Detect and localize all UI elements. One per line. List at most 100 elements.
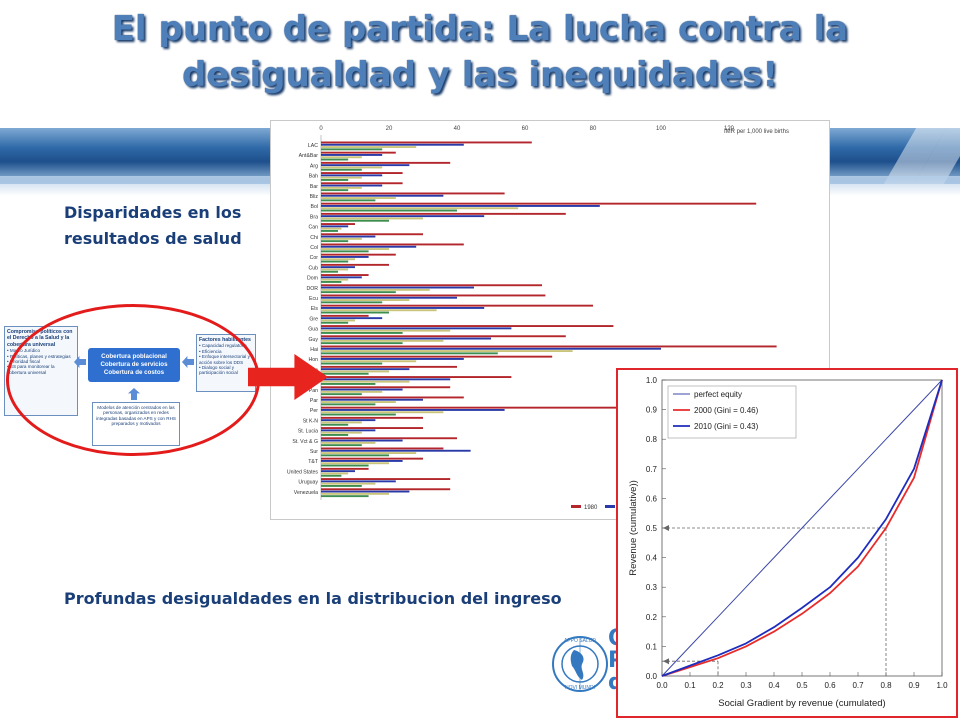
imr-bar [321, 462, 389, 465]
imr-bar [321, 464, 369, 467]
imr-bar [321, 263, 389, 266]
imr-bar [321, 212, 566, 215]
imr-bar [321, 156, 362, 159]
imr-bar [321, 329, 451, 332]
imr-bar [321, 164, 410, 167]
lorenz-legend-label: 2000 (Gini = 0.46) [694, 406, 759, 415]
imr-bar [321, 233, 423, 236]
imr-category-label: Chi [310, 235, 318, 241]
imr-bar [321, 256, 369, 258]
globe-emblem-icon: APPO SALUD NOVI MUNDI [552, 636, 608, 692]
imr-bar [321, 141, 532, 144]
lorenz-x-tick: 0.7 [852, 681, 864, 690]
imr-bar [321, 390, 383, 393]
logo-ring-top: APPO SALUD [564, 638, 596, 644]
imr-bar [321, 307, 485, 309]
imr-bar [321, 360, 417, 363]
imr-bar [321, 472, 349, 475]
lorenz-legend-label: perfect equity [694, 390, 742, 399]
lorenz-series-line [661, 379, 943, 677]
imr-bar [321, 270, 338, 273]
imr-bar [321, 197, 396, 199]
lorenz-y-tick: 0.8 [646, 435, 658, 444]
imr-bar [321, 166, 383, 169]
lorenz-x-label: Social Gradient by revenue (cumulated) [718, 698, 885, 709]
imr-bar [321, 335, 566, 338]
imr-bar [321, 398, 423, 401]
imr-bar [321, 378, 451, 381]
imr-bar [321, 437, 457, 440]
imr-category-label: T&T [308, 459, 319, 465]
imr-bar [321, 452, 417, 454]
imr-bar [321, 396, 464, 399]
imr-category-label: Can [308, 225, 318, 231]
imr-bar [321, 383, 376, 385]
imr-bar [321, 288, 430, 291]
imr-bar [321, 401, 396, 403]
lorenz-y-label: Revenue (cumulative)) [628, 480, 639, 576]
imr-category-label: Els [311, 306, 319, 312]
lorenz-chart-svg: 0.0 0.1 0.2 0.3 0.4 0.5 0.6 0.7 0.8 0.9 1.0 0.0 0.1 0… [628, 376, 948, 709]
imr-bar [321, 386, 451, 389]
imr-x-tick: 40 [454, 126, 461, 132]
lorenz-x-tick: 1.0 [936, 681, 948, 690]
lorenz-legend-label: 2010 (Gini = 0.43) [694, 422, 759, 431]
imr-x-tick: 80 [590, 126, 597, 132]
imr-category-label: Gre [309, 316, 318, 322]
imr-bar [321, 358, 464, 360]
diagram-highlight-oval [6, 304, 260, 456]
lorenz-guide-arrow [663, 658, 669, 665]
lorenz-x-tick: 0.2 [712, 681, 724, 690]
imr-bar [321, 223, 355, 225]
imr-bar [321, 423, 349, 426]
lorenz-y-tick: 0.7 [646, 465, 658, 474]
imr-bar [321, 199, 376, 202]
imr-bar [321, 179, 349, 181]
imr-category-label: Arg [310, 163, 318, 169]
imr-x-tick: 60 [522, 126, 529, 132]
imr-x-tick: 100 [656, 126, 667, 132]
imr-bar [321, 237, 362, 240]
imr-category-label: Sur [310, 449, 318, 455]
imr-category-label: Gua [308, 327, 318, 333]
imr-bar [321, 444, 362, 447]
imr-bar [321, 151, 396, 154]
slide-title-line-2: desigualdad y las inequidades! [181, 55, 779, 95]
imr-category-label: St K-N [303, 418, 319, 424]
imr-bar [321, 299, 410, 301]
lorenz-x-tick: 0.6 [824, 681, 836, 690]
imr-category-label: Cub [308, 265, 318, 271]
imr-bar [321, 192, 505, 195]
imr-bar [321, 260, 349, 263]
disparities-label: Disparidades en los resultados de salud [64, 200, 242, 252]
imr-axis-title: IMR per 1,000 live births [724, 129, 789, 135]
lorenz-y-tick: 0.1 [646, 642, 658, 651]
lorenz-y-tick: 1.0 [646, 376, 658, 385]
imr-bar [321, 470, 355, 473]
lorenz-x-tick: 0.8 [880, 681, 892, 690]
lorenz-x-tick: 0.4 [768, 681, 780, 690]
imr-bar [321, 176, 362, 179]
imr-bar [321, 447, 444, 450]
imr-category-label: St. Vct & G [292, 439, 318, 445]
imr-x-tick: 0 [319, 126, 323, 132]
imr-bar [321, 478, 451, 480]
imr-bar [321, 388, 403, 391]
lorenz-y-tick: 0.6 [646, 494, 658, 503]
imr-bar [321, 431, 362, 434]
imr-bar [321, 376, 512, 378]
imr-bar [321, 342, 403, 345]
imr-bar [321, 482, 376, 485]
lorenz-x-tick: 0.3 [740, 681, 752, 690]
imr-bar [321, 146, 417, 148]
imr-bar [321, 278, 349, 281]
imr-bar [321, 184, 383, 187]
disparities-label-line-2: resultados de salud [64, 229, 242, 248]
imr-bar [321, 485, 362, 487]
imr-bar [321, 345, 777, 348]
imr-legend-label: 1980 [584, 505, 598, 511]
imr-bar [321, 434, 349, 436]
lorenz-y-tick: 0.0 [646, 672, 658, 681]
imr-category-label: Guy [308, 337, 318, 343]
imr-bar [321, 406, 634, 409]
